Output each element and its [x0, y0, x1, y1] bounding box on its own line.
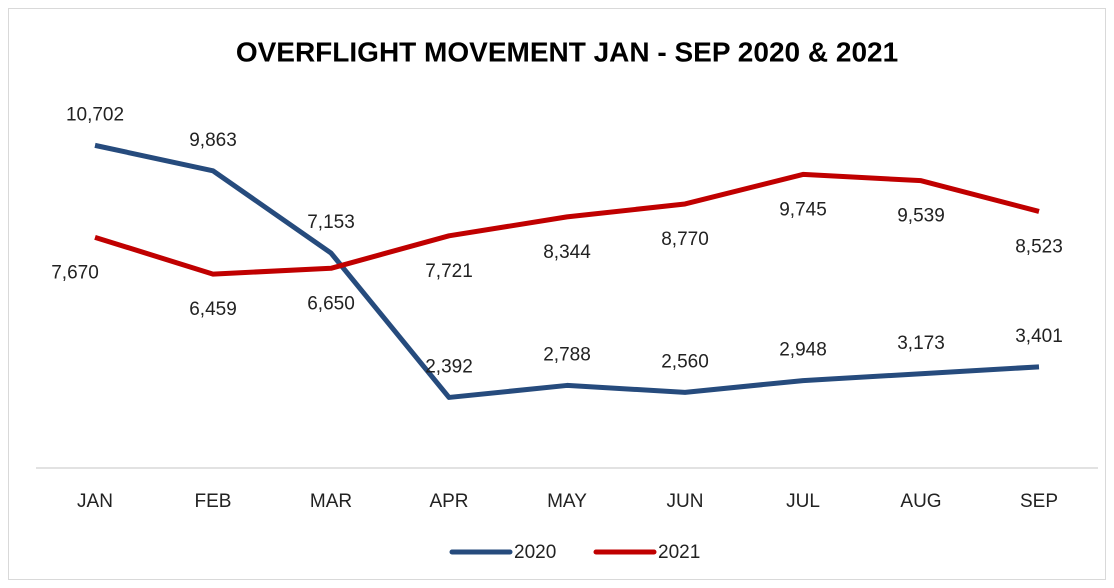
data-label: 2,788 — [543, 344, 591, 365]
legend-label: 2021 — [658, 542, 700, 563]
x-tick-label: SEP — [1020, 491, 1058, 512]
data-label: 9,539 — [897, 206, 945, 227]
data-label: 2,948 — [779, 340, 827, 361]
data-label: 3,401 — [1015, 326, 1063, 347]
series-line — [94, 171, 1040, 277]
data-label: 7,153 — [307, 212, 355, 233]
x-tick-label: FEB — [195, 491, 232, 512]
data-label: 9,745 — [779, 199, 827, 220]
x-tick-label: AUG — [900, 491, 941, 512]
data-label: 3,173 — [897, 333, 945, 354]
data-label: 8,770 — [661, 229, 709, 250]
chart-border — [8, 8, 1106, 580]
data-label: 2,560 — [661, 351, 709, 372]
series-line — [94, 142, 1040, 400]
x-tick-label: JUN — [667, 491, 704, 512]
x-tick-label: MAY — [547, 491, 587, 512]
data-label: 8,344 — [543, 242, 591, 263]
data-label: 6,459 — [189, 299, 237, 320]
data-label: 9,863 — [189, 130, 237, 151]
data-label: 7,721 — [425, 261, 473, 282]
data-label: 10,702 — [66, 104, 124, 125]
x-tick-label: JUL — [786, 491, 820, 512]
x-tick-label: APR — [429, 491, 468, 512]
data-label: 2,392 — [425, 356, 473, 377]
x-tick-label: MAR — [310, 491, 352, 512]
chart-title: OVERFLIGHT MOVEMENT JAN - SEP 2020 & 202… — [236, 36, 898, 67]
data-label: 6,650 — [307, 293, 355, 314]
legend-label: 2020 — [514, 542, 556, 563]
x-tick-label: JAN — [77, 491, 113, 512]
data-label: 7,670 — [51, 262, 99, 283]
data-label: 8,523 — [1015, 236, 1063, 257]
